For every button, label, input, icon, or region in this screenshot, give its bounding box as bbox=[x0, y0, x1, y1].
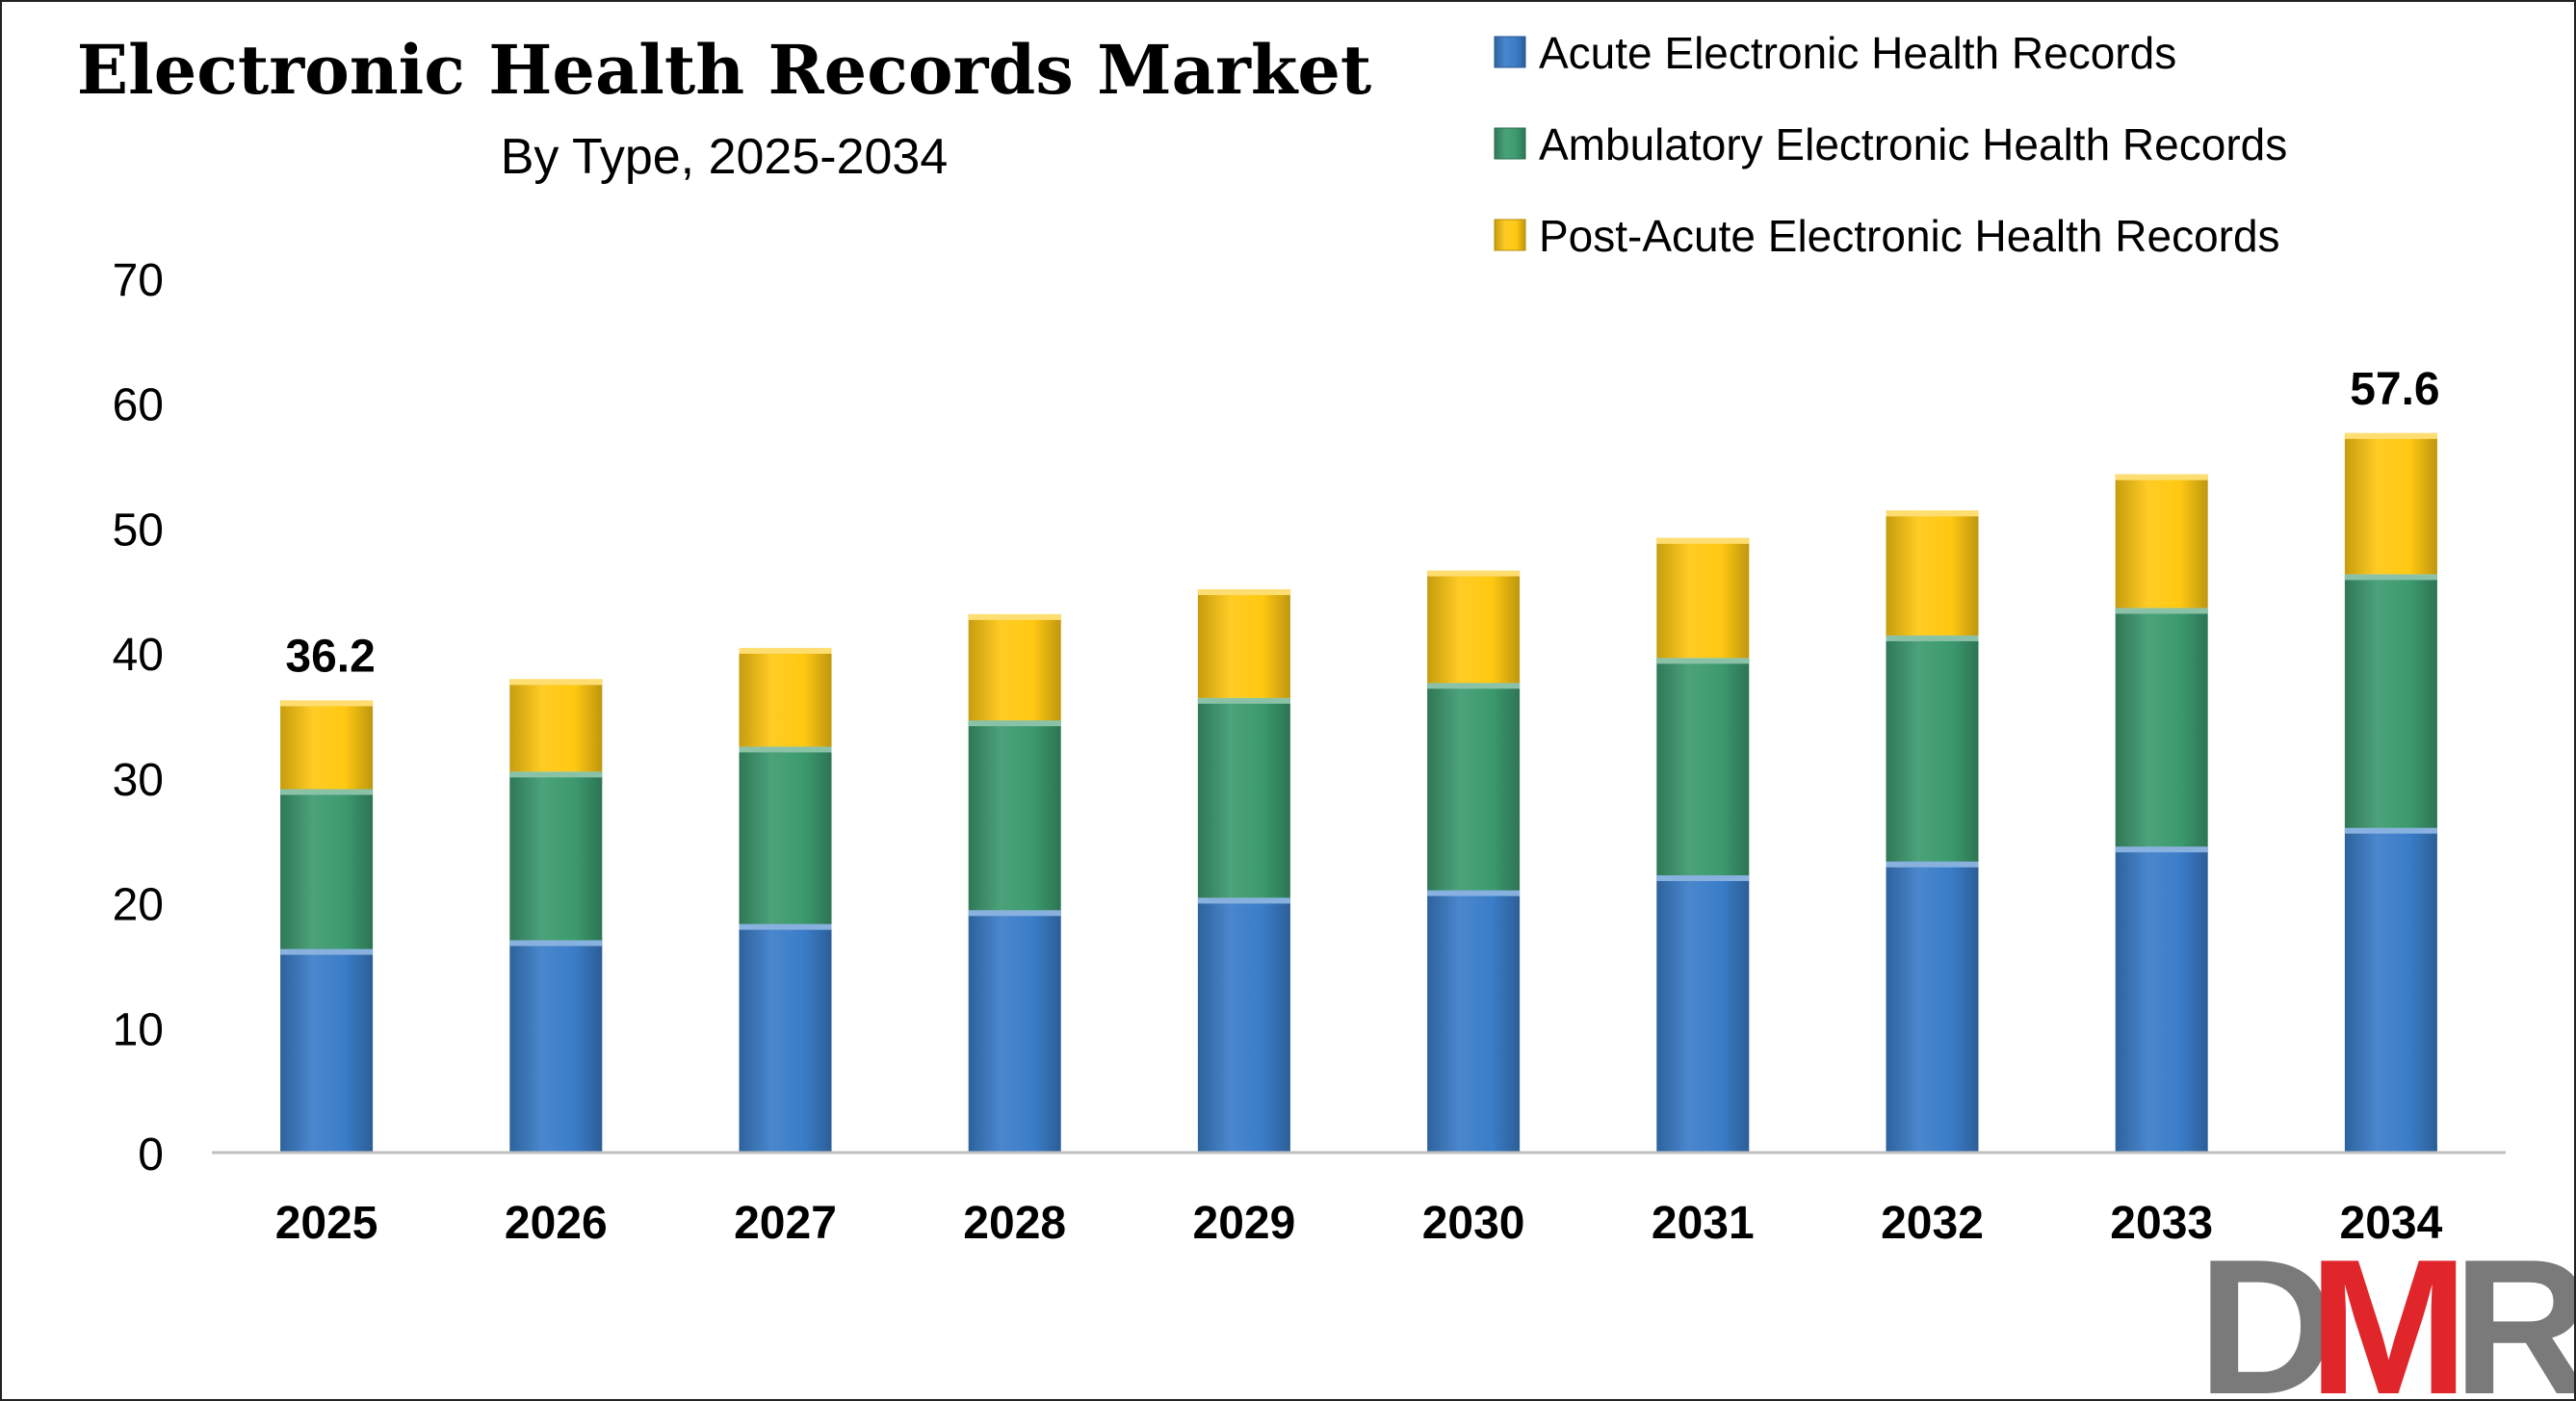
x-tick-label: 2032 bbox=[1881, 1198, 1984, 1249]
bar-segment-2026-2 bbox=[509, 771, 603, 941]
bar-segment-2032-3 bbox=[1886, 510, 1979, 636]
bar-segment-2025-2 bbox=[280, 789, 374, 949]
bars bbox=[280, 432, 2437, 1153]
y-tick-label: 0 bbox=[138, 1129, 164, 1180]
bar-segment-highlight bbox=[739, 923, 832, 930]
bar-segment-2028-1 bbox=[968, 910, 1061, 1153]
legend-label: Post-Acute Electronic Health Records bbox=[1539, 211, 2280, 261]
bar-segment-2030-1 bbox=[1427, 890, 1521, 1153]
bar-segment-highlight bbox=[1197, 697, 1290, 704]
chart-subtitle: By Type, 2025-2034 bbox=[501, 129, 949, 185]
chart-title: Electronic Health Records Market bbox=[77, 30, 1371, 110]
bar-segment-2025-3 bbox=[280, 700, 374, 790]
legend-label: Acute Electronic Health Records bbox=[1539, 28, 2176, 78]
bar-segment-highlight bbox=[2115, 846, 2208, 853]
bar-segment-highlight bbox=[509, 771, 603, 778]
bar-segment-2033-2 bbox=[2115, 608, 2208, 847]
y-tick-label: 70 bbox=[113, 255, 164, 306]
bar-segment-2026-1 bbox=[509, 940, 603, 1153]
x-tick-label: 2029 bbox=[1193, 1198, 1296, 1249]
bar-segment-highlight bbox=[1427, 570, 1521, 577]
bar-segment-highlight bbox=[1656, 875, 1750, 882]
y-tick-label: 50 bbox=[113, 505, 164, 556]
dmr-logo: DMR bbox=[2198, 1220, 2574, 1399]
bar-segment-highlight bbox=[2115, 474, 2208, 480]
legend-swatch bbox=[1494, 36, 1526, 68]
bar-segment-2025-1 bbox=[280, 948, 374, 1153]
x-tick-label: 2025 bbox=[275, 1198, 378, 1249]
bar-segment-2034-3 bbox=[2344, 432, 2437, 575]
x-tick-label: 2034 bbox=[2340, 1198, 2443, 1249]
bar-segment-2030-2 bbox=[1427, 683, 1521, 891]
bar-segment-2031-3 bbox=[1656, 537, 1750, 659]
legend-label: Ambulatory Electronic Health Records bbox=[1539, 119, 2287, 169]
bar-segment-2032-1 bbox=[1886, 861, 1979, 1153]
bar-segment-2034-2 bbox=[2344, 574, 2437, 828]
data-labels: 36.2 57.6 bbox=[285, 364, 2439, 683]
bar-segment-highlight bbox=[280, 948, 374, 955]
bar-segment-2027-2 bbox=[739, 746, 832, 924]
bar-segment-2029-3 bbox=[1197, 588, 1290, 698]
bar-segment-2033-1 bbox=[2115, 846, 2208, 1153]
bar-segment-highlight bbox=[2344, 574, 2437, 581]
data-label-2025: 36.2 bbox=[285, 631, 375, 682]
bar-segment-2029-1 bbox=[1197, 897, 1290, 1153]
bar-segment-highlight bbox=[968, 910, 1061, 917]
bar-segment-highlight bbox=[739, 647, 832, 654]
bar-segment-highlight bbox=[1886, 510, 1979, 517]
bar-segment-2032-2 bbox=[1886, 635, 1979, 862]
bar-segment-2033-3 bbox=[2115, 474, 2208, 609]
bar-segment-highlight bbox=[2115, 608, 2208, 614]
bar-segment-highlight bbox=[1886, 861, 1979, 868]
bar-segment-highlight bbox=[1656, 658, 1750, 664]
y-axis: 0 10 20 30 40 50 60 70 bbox=[113, 255, 164, 1180]
bar-segment-highlight bbox=[509, 679, 603, 686]
data-label-2034: 57.6 bbox=[2350, 364, 2439, 415]
bar-segment-2026-3 bbox=[509, 679, 603, 772]
bar-segment-2031-1 bbox=[1656, 875, 1750, 1153]
logo-letter: M bbox=[2308, 1220, 2469, 1399]
bar-segment-highlight bbox=[968, 613, 1061, 620]
y-tick-label: 40 bbox=[113, 630, 164, 681]
bar-segment-highlight bbox=[968, 720, 1061, 727]
bar-segment-highlight bbox=[1197, 897, 1290, 904]
bar-segment-highlight bbox=[2344, 432, 2437, 439]
bar-segment-2027-3 bbox=[739, 647, 832, 747]
y-tick-label: 10 bbox=[113, 1004, 164, 1055]
bar-segment-2028-2 bbox=[968, 720, 1061, 911]
bar-segment-highlight bbox=[1886, 635, 1979, 641]
bar-segment-highlight bbox=[1427, 890, 1521, 896]
y-tick-label: 20 bbox=[113, 880, 164, 931]
x-tick-label: 2028 bbox=[963, 1198, 1066, 1249]
x-tick-label: 2033 bbox=[2110, 1198, 2213, 1249]
logo-letter: R bbox=[2453, 1220, 2574, 1399]
bar-segment-highlight bbox=[1427, 683, 1521, 689]
y-tick-label: 30 bbox=[113, 755, 164, 806]
x-tick-label: 2031 bbox=[1652, 1198, 1755, 1249]
x-axis: 2025 2026 2027 2028 2029 2030 2031 2032 2033 2034 bbox=[212, 1151, 2506, 1249]
bar-segment-2029-2 bbox=[1197, 697, 1290, 898]
logo-letter: D bbox=[2198, 1220, 2336, 1399]
bar-segment-highlight bbox=[509, 940, 603, 947]
bar-segment-highlight bbox=[280, 789, 374, 795]
y-tick-label: 60 bbox=[113, 380, 164, 431]
x-tick-label: 2026 bbox=[505, 1198, 608, 1249]
x-tick-label: 2027 bbox=[734, 1198, 837, 1249]
bar-segment-highlight bbox=[280, 700, 374, 707]
bar-segment-highlight bbox=[1656, 537, 1750, 544]
bar-segment-2034-1 bbox=[2344, 827, 2437, 1153]
legend-swatch bbox=[1494, 127, 1526, 160]
bar-segment-highlight bbox=[739, 746, 832, 753]
bar-segment-highlight bbox=[2344, 827, 2437, 834]
x-tick-label: 2030 bbox=[1422, 1198, 1525, 1249]
bar-segment-2027-1 bbox=[739, 923, 832, 1153]
bar-segment-2030-3 bbox=[1427, 570, 1521, 684]
bar-segment-highlight bbox=[1197, 588, 1290, 595]
bar-segment-2031-2 bbox=[1656, 658, 1750, 876]
bar-segment-2028-3 bbox=[968, 613, 1061, 721]
legend: Acute Electronic Health Records Ambulator… bbox=[1494, 28, 2287, 261]
legend-swatch bbox=[1494, 219, 1526, 251]
